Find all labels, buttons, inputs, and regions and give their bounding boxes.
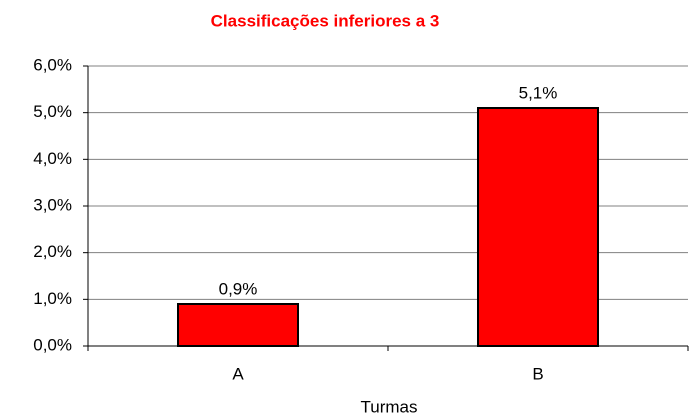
y-tick-label: 5,0%	[33, 102, 72, 121]
bar	[177, 303, 299, 347]
data-label: 5,1%	[519, 83, 558, 102]
y-tick-label: 6,0%	[33, 55, 72, 74]
x-axis-label: Turmas	[361, 397, 418, 416]
y-tick-label: 0,0%	[33, 335, 72, 354]
chart-title: Classificações inferiores a 3	[211, 11, 440, 30]
x-tick-label: A	[232, 364, 244, 383]
y-tick-label: 2,0%	[33, 242, 72, 261]
data-label: 0,9%	[219, 279, 258, 298]
y-tick-label: 3,0%	[33, 195, 72, 214]
y-tick-label: 1,0%	[33, 289, 72, 308]
y-tick-label: 4,0%	[33, 149, 72, 168]
x-tick-label: B	[532, 364, 543, 383]
bar	[477, 107, 599, 347]
